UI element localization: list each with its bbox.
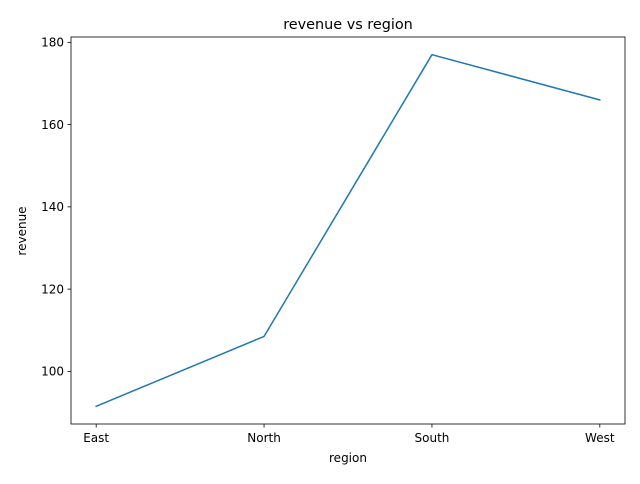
plot-area: 100 120 140 160 180 East North South West [41,36,625,445]
y-tick-label-100: 100 [41,365,64,379]
chart-title: revenue vs region [283,17,413,33]
x-tick-label-south: South [415,431,450,445]
x-tick-label-west: West [585,431,615,445]
series-line-0 [96,55,600,407]
x-tick-label-east: East [83,431,109,445]
y-tick-label-140: 140 [41,200,64,214]
plot-frame [71,37,625,424]
y-axis-label: revenue [15,206,29,255]
y-tick-label-120: 120 [41,282,64,296]
x-tick-label-north: North [247,431,281,445]
y-tick-label-160: 160 [41,118,64,132]
y-tick-label-180: 180 [41,36,64,50]
x-axis-label: region [329,451,367,465]
